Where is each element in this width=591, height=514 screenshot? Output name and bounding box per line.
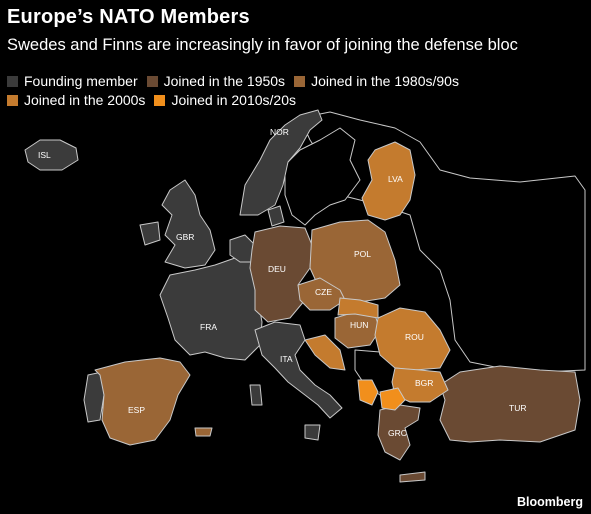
country-GBR xyxy=(139,179,216,269)
legend-swatch xyxy=(7,94,18,106)
country-DNK xyxy=(267,205,285,227)
country-ITA xyxy=(249,321,343,441)
legend-label: Joined in the 1950s xyxy=(163,73,286,89)
label-POL: POL xyxy=(354,249,371,259)
country-NOR xyxy=(239,109,323,216)
legend-label: Founding member xyxy=(24,73,138,89)
legend-item-1950s: Joined in the 1950s xyxy=(146,73,286,89)
legend-item-founding: Founding member xyxy=(7,73,138,89)
legend-label: Joined in the 1980s/90s xyxy=(311,73,459,89)
label-BGR: BGR xyxy=(415,378,433,388)
label-CZE: CZE xyxy=(315,287,332,297)
map-title: Europe’s NATO Members xyxy=(7,6,250,28)
legend-label: Joined in 2010s/20s xyxy=(171,92,296,108)
legend-swatch xyxy=(146,75,158,87)
label-ISL: ISL xyxy=(38,150,51,160)
country-labels: NOR ISL GBR FRA ITA DEU TUR GRC ESP POL … xyxy=(38,127,526,438)
country-FRA xyxy=(159,257,263,361)
country-SVK-SVN-HRV xyxy=(304,297,379,371)
legend-label: Joined in the 2000s xyxy=(24,92,146,108)
label-FRA: FRA xyxy=(200,322,217,332)
country-CZE xyxy=(297,277,346,311)
country-DEU xyxy=(249,225,313,323)
label-DEU: DEU xyxy=(268,264,286,274)
label-ESP: ESP xyxy=(128,405,145,415)
source-credit: Bloomberg xyxy=(517,495,583,509)
map-subtitle: Swedes and Finns are increasingly in fav… xyxy=(7,36,518,54)
label-ITA: ITA xyxy=(280,354,293,364)
country-ISL xyxy=(24,139,79,171)
country-ESP xyxy=(94,357,213,446)
country-LVA xyxy=(361,141,416,221)
legend-swatch xyxy=(294,75,306,87)
country-GRC xyxy=(377,404,426,483)
country-BGR xyxy=(391,367,449,403)
legend-row: Founding member Joined in the 1950s Join… xyxy=(7,73,468,89)
label-TUR: TUR xyxy=(509,403,526,413)
legend-item-2010s-20s: Joined in 2010s/20s xyxy=(154,92,296,108)
label-NOR: NOR xyxy=(270,127,289,137)
label-GBR: GBR xyxy=(176,232,194,242)
country-TUR xyxy=(439,365,581,443)
label-LVA: LVA xyxy=(388,174,403,184)
legend-swatch xyxy=(7,75,18,87)
label-GRC: GRC xyxy=(388,428,407,438)
country-ROU xyxy=(374,307,451,371)
legend-item-2000s: Joined in the 2000s xyxy=(7,92,145,108)
legend-item-1980s-90s: Joined in the 1980s/90s xyxy=(294,73,459,89)
label-ROU: ROU xyxy=(405,332,424,342)
legend-row: Joined in the 2000s Joined in 2010s/20s xyxy=(7,92,305,108)
country-MNE-ALB-MKD xyxy=(357,379,406,411)
label-HUN: HUN xyxy=(350,320,368,330)
legend-swatch xyxy=(154,94,166,106)
sweden-finland-land xyxy=(284,127,361,226)
